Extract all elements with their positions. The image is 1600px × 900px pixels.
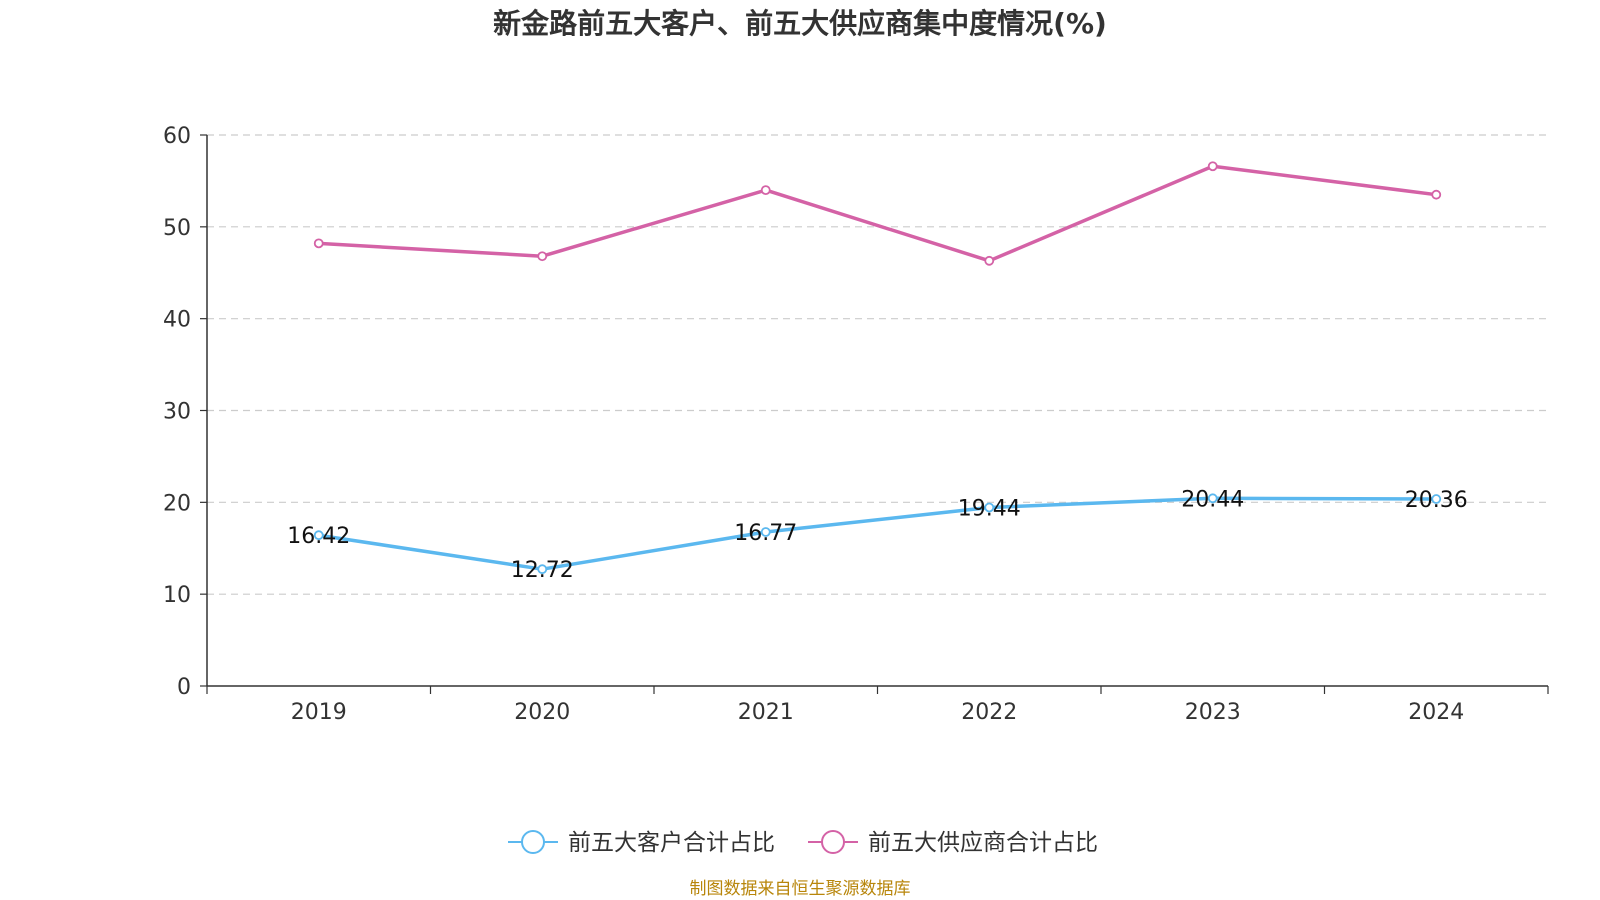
y-tick-label-40: 40 — [163, 308, 191, 333]
data-labels: 16.42 12.72 16.77 19.44 20.44 20.36 — [287, 487, 1467, 583]
legend-item-1[interactable]: 前五大供应商合计占比 — [808, 830, 1098, 856]
series-0-point-2023 — [1207, 493, 1218, 504]
y-tick-label-50: 50 — [163, 216, 191, 241]
series-1-point-2021 — [760, 185, 771, 196]
x-tick-label-2024: 2024 — [1408, 700, 1464, 725]
x-tick-label-2019: 2019 — [291, 700, 347, 725]
x-tick-label-2022: 2022 — [961, 700, 1017, 725]
data-label-2022: 19.44 — [958, 496, 1021, 521]
series-1-point-2020 — [537, 251, 548, 262]
legend-label: 前五大供应商合计占比 — [868, 830, 1098, 856]
series-1-point-2024 — [1431, 189, 1442, 200]
series-0-point-2021 — [760, 527, 771, 537]
legend[interactable]: 前五大客户合计占比 前五大供应商合计占比 — [508, 830, 1098, 856]
series-0-point-2019 — [313, 530, 324, 541]
series-0-point-2022 — [984, 502, 995, 513]
data-label-2024: 20.36 — [1405, 488, 1468, 513]
y-tick-label-10: 10 — [163, 583, 191, 608]
series-1-point-2023 — [1207, 161, 1218, 172]
legend-item-0[interactable]: 前五大客户合计占比 — [508, 830, 775, 856]
data-label-2021: 16.77 — [734, 521, 797, 546]
axes: 0 10 20 30 40 50 60 2019 2020 2021 2022 2023 2024 — [163, 124, 1549, 725]
legend-marker-icon — [521, 830, 545, 854]
data-label-2019: 16.42 — [287, 524, 350, 549]
y-tick-label-0: 0 — [177, 675, 191, 700]
grid-lines — [207, 134, 1548, 595]
legend-marker-icon — [821, 830, 845, 854]
series-line-0 — [317, 496, 1438, 571]
y-tick-label-20: 20 — [163, 491, 191, 516]
series-0-point-2020 — [537, 564, 548, 575]
series-lines — [313, 161, 1442, 575]
y-tick-label-30: 30 — [163, 400, 191, 425]
x-tick-label-2021: 2021 — [738, 700, 794, 725]
series-0-point-2024 — [1431, 494, 1442, 504]
x-tick-label-2020: 2020 — [514, 700, 570, 725]
data-label-2020: 12.72 — [511, 558, 574, 583]
series-1-point-2022 — [984, 255, 995, 266]
series-1-point-2019 — [313, 238, 324, 249]
data-label-2023: 20.44 — [1181, 487, 1244, 512]
chart-title: 新金路前五大客户、前五大供应商集中度情况(%) — [493, 7, 1107, 40]
x-tick-label-2023: 2023 — [1185, 700, 1241, 725]
series-line-1 — [317, 164, 1438, 263]
source-note: 制图数据来自恒生聚源数据库 — [690, 879, 911, 899]
y-tick-label-60: 60 — [163, 124, 191, 149]
legend-label: 前五大客户合计占比 — [568, 830, 775, 856]
